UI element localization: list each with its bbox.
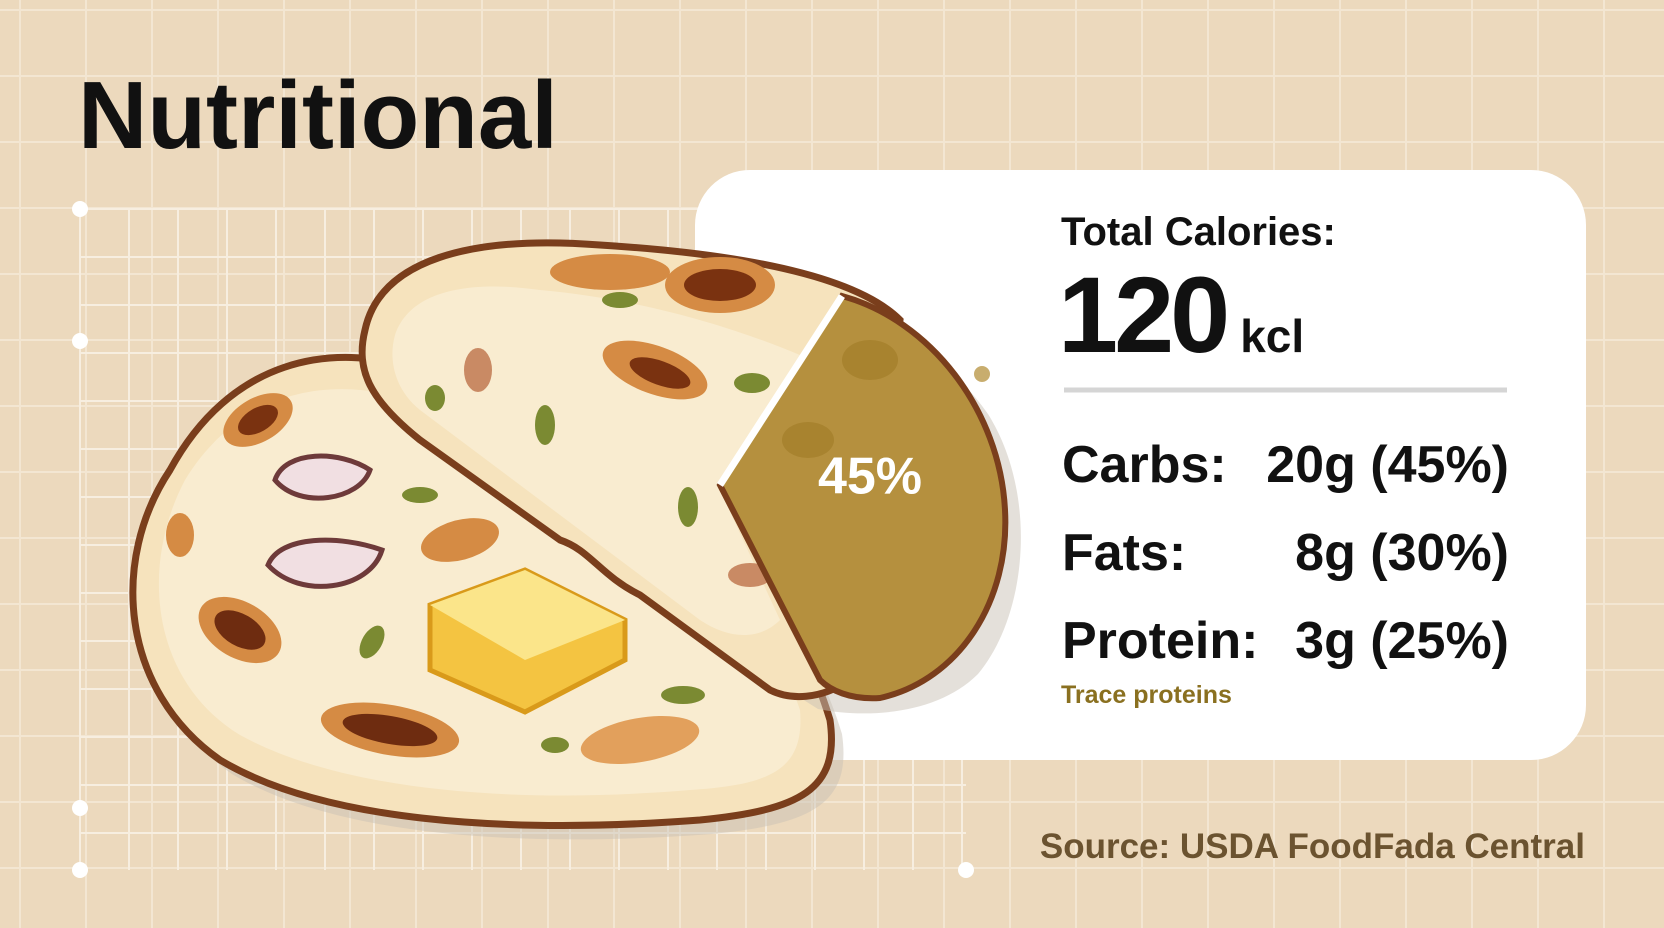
loaf-illustration [358, 239, 1021, 714]
macro-label: Fats: [1062, 524, 1186, 582]
source: Source: USDA FoodFada Central [1040, 827, 1585, 866]
macro-value: 8g (30%) [1295, 524, 1509, 582]
macro-label: Protein: [1062, 612, 1258, 670]
total-label: Total Calories: [1061, 210, 1336, 254]
note: Trace proteins [1061, 681, 1232, 709]
macro-rows: Carbs: 20g (45%) Fats: 8g (30%) Protein: 3g (… [1062, 436, 1509, 670]
flatbread-illustration [129, 353, 844, 840]
total-unit: kcl [1240, 310, 1304, 362]
grid-dots [72, 201, 974, 878]
total-value: 120 [1058, 254, 1226, 375]
title: Nutritional [78, 62, 558, 169]
slice-label: 45% [818, 448, 922, 506]
macro-label: Carbs: [1062, 436, 1227, 494]
macro-value: 20g (45%) [1266, 436, 1509, 494]
macro-value: 3g (25%) [1295, 612, 1509, 670]
